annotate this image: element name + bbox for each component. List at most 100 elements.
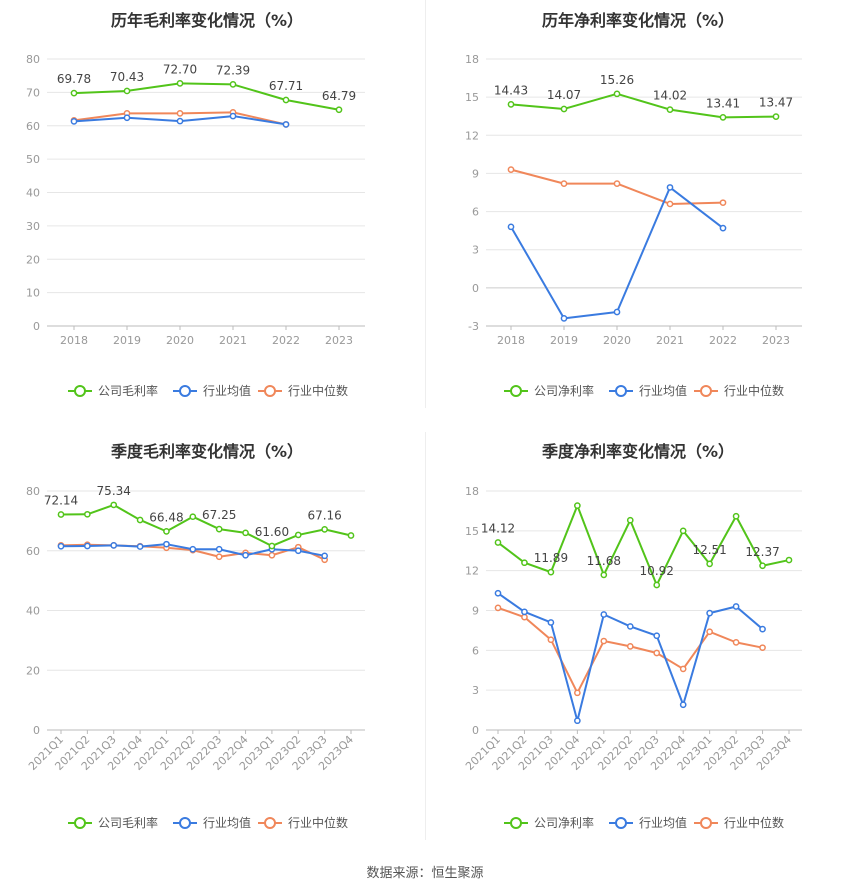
- data-point-industry_median: [600, 637, 608, 645]
- data-label: 72.14: [44, 493, 78, 507]
- data-label: 70.43: [110, 70, 144, 84]
- data-point-industry_median: [268, 551, 276, 559]
- chart-title: 历年净利率变化情况（%）: [542, 11, 734, 30]
- data-point-company: [732, 512, 740, 520]
- x-tick-label: 2020: [166, 334, 194, 347]
- legend-marker: [510, 385, 522, 397]
- legend-marker: [264, 385, 276, 397]
- data-point-company: [229, 81, 237, 88]
- data-point-company: [653, 581, 661, 589]
- data-label: 72.39: [216, 63, 250, 77]
- data-label: 14.02: [653, 89, 687, 103]
- data-point-industry_avg: [653, 632, 661, 640]
- chart-2: 历年净利率变化情况（%） -3 0 3 6 9 12 15 18 2018 2019 2020 2021…: [465, 11, 802, 398]
- data-point-industry_median: [613, 180, 621, 187]
- y-tick-label: 50: [26, 153, 40, 166]
- x-tick-label: 2020: [603, 334, 631, 347]
- chart-title: 季度净利率变化情况（%）: [541, 442, 734, 461]
- data-label: 75.34: [97, 484, 131, 498]
- chart-title: 季度毛利率变化情况（%）: [110, 442, 303, 461]
- data-label: 67.16: [307, 508, 341, 522]
- data-point-company: [574, 502, 581, 509]
- data-label: 67.71: [269, 79, 303, 93]
- chart-3: 季度毛利率变化情况（%）0204060802021Q12021Q22021Q32…: [26, 442, 365, 830]
- data-point-industry_median: [507, 166, 515, 173]
- data-point-industry_avg: [84, 542, 91, 550]
- y-tick-label: 0: [33, 724, 40, 737]
- data-point-industry_avg: [732, 603, 740, 610]
- y-tick-label: 30: [26, 220, 40, 233]
- x-tick-label: 2018: [497, 334, 525, 347]
- data-point-industry_median: [732, 639, 740, 646]
- data-point-industry_avg: [242, 551, 249, 559]
- data-point-company: [84, 510, 91, 518]
- y-tick-label: 9: [472, 605, 479, 618]
- data-point-company: [719, 114, 727, 121]
- legend-label: 行业中位数: [288, 383, 348, 398]
- data-point-industry_avg: [560, 315, 568, 322]
- legend-marker: [264, 817, 276, 829]
- data-point-industry_avg: [494, 589, 502, 597]
- y-tick-label: 15: [465, 525, 479, 538]
- legend-label: 行业均值: [203, 383, 251, 398]
- y-tick-label: 18: [465, 485, 479, 498]
- data-point-company: [706, 560, 713, 568]
- vertical-divider-top: [425, 0, 426, 408]
- data-point-industry_median: [759, 644, 766, 652]
- x-tick-label: 2021: [656, 334, 684, 347]
- y-tick-label: 60: [26, 120, 40, 133]
- data-point-industry_avg: [600, 611, 608, 618]
- data-label: 10.92: [640, 564, 674, 578]
- data-point-company: [626, 516, 634, 524]
- data-point-company: [347, 532, 355, 539]
- data-point-company: [268, 542, 276, 550]
- series-line-company: [60, 503, 352, 547]
- y-tick-label: 3: [472, 684, 479, 697]
- data-point-company: [507, 101, 515, 108]
- data-point-company: [666, 106, 674, 113]
- data-point-company: [215, 525, 223, 533]
- data-point-industry_avg: [626, 623, 634, 630]
- data-point-industry_median: [626, 643, 634, 650]
- data-point-industry_median: [521, 613, 528, 621]
- legend-marker: [615, 385, 627, 397]
- data-point-industry_median: [560, 180, 568, 187]
- data-point-company: [176, 80, 184, 87]
- vertical-divider-bottom: [425, 432, 426, 840]
- data-label: 14.07: [547, 88, 581, 102]
- legend-label: 行业均值: [639, 383, 687, 398]
- y-tick-label: 60: [26, 545, 40, 558]
- data-point-company: [679, 527, 687, 535]
- legend-marker: [179, 817, 191, 829]
- data-point-industry_avg: [57, 542, 65, 550]
- data-point-industry_median: [215, 553, 223, 561]
- series-line-industry_avg: [510, 186, 724, 320]
- data-point-industry_avg: [706, 609, 713, 617]
- x-tick-label: 2019: [550, 334, 578, 347]
- data-point-company: [282, 96, 290, 104]
- data-source-note: 数据来源：恒生聚源: [366, 866, 484, 881]
- x-tick-label: 2022: [272, 334, 300, 347]
- data-point-company: [600, 571, 608, 579]
- data-label: 14.12: [481, 522, 515, 536]
- y-tick-label: 80: [26, 53, 40, 66]
- legend-label: 行业中位数: [724, 383, 784, 398]
- series-line-company: [510, 92, 777, 119]
- data-label: 67.25: [202, 508, 236, 522]
- data-point-industry_avg: [282, 121, 290, 128]
- data-point-industry_avg: [613, 308, 621, 316]
- data-point-industry_avg: [719, 224, 727, 232]
- data-point-company: [57, 511, 65, 518]
- data-point-company: [136, 516, 144, 524]
- data-point-industry_median: [176, 110, 184, 117]
- legend-label: 行业均值: [639, 815, 687, 830]
- data-point-company: [110, 501, 118, 509]
- chart-4: 季度净利率变化情况（%）03691215182021Q12021Q22021Q3…: [463, 442, 802, 830]
- data-point-company: [189, 513, 197, 521]
- data-point-industry_avg: [123, 114, 131, 122]
- data-point-industry_avg: [229, 112, 237, 120]
- y-tick-label: 0: [472, 724, 479, 737]
- data-label: 12.37: [745, 545, 779, 559]
- y-tick-label: 9: [472, 167, 479, 180]
